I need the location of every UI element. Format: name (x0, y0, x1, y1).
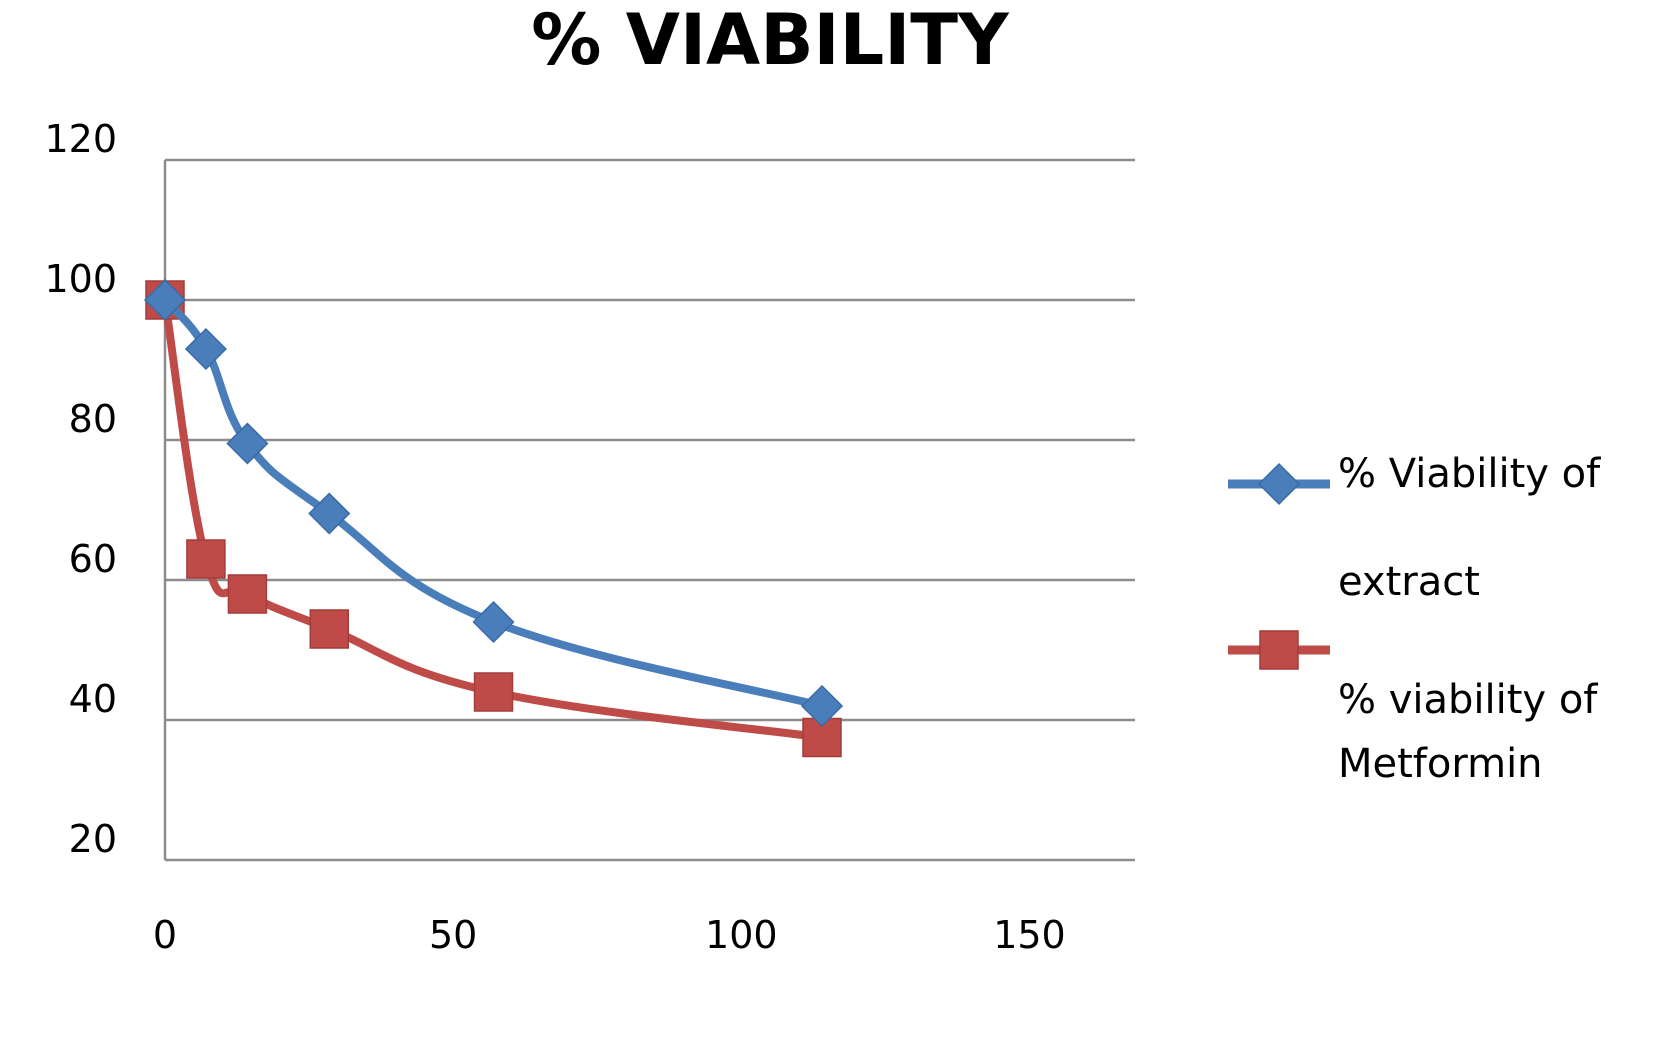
y-tick-label: 60 (69, 537, 117, 581)
legend-label-metformin-line2: Metformin (1338, 741, 1543, 787)
legend-marks (1228, 462, 1330, 670)
data-point-extract (800, 684, 844, 728)
legend-label-extract-line2: extract (1338, 559, 1480, 605)
series-metformin (145, 280, 842, 758)
y-tick-label: 100 (44, 257, 117, 301)
legend-label-extract: % Viability of extract (1338, 442, 1600, 614)
data-point-extract (308, 492, 351, 535)
series-line-extract (161, 296, 826, 710)
tick-labels: 20 40 60 80 100 120 0 50 100 150 (44, 117, 1065, 957)
series-extract (143, 278, 844, 728)
series-line-metformin (161, 296, 826, 742)
legend-label-metformin-line1: % viability of (1338, 677, 1598, 723)
legend-marker-metformin (1259, 630, 1299, 670)
x-tick-label: 150 (993, 913, 1066, 957)
data-point-extract (226, 422, 269, 465)
data-point-metformin (186, 539, 226, 579)
gridlines (165, 158, 1135, 862)
y-tick-label: 20 (69, 817, 117, 861)
series-layer (143, 278, 844, 758)
legend-marker-extract (1257, 462, 1301, 506)
x-tick-label: 100 (705, 913, 778, 957)
data-point-metformin (227, 574, 268, 614)
chart-title: % VIABILITY (531, 0, 1009, 81)
legend-label-metformin: % viability of Metformin (1338, 668, 1597, 796)
x-tick-label: 50 (429, 913, 477, 957)
y-tick-label: 40 (69, 677, 117, 721)
y-tick-label: 80 (69, 397, 117, 441)
data-point-metformin (309, 609, 349, 649)
data-point-extract (143, 278, 187, 322)
y-tick-label: 120 (44, 117, 117, 161)
data-point-extract (184, 327, 227, 371)
legend-label-extract-line1: % Viability of (1338, 451, 1601, 497)
data-point-metformin (473, 672, 514, 712)
data-point-extract (472, 600, 515, 644)
x-tick-label: 0 (153, 913, 177, 957)
